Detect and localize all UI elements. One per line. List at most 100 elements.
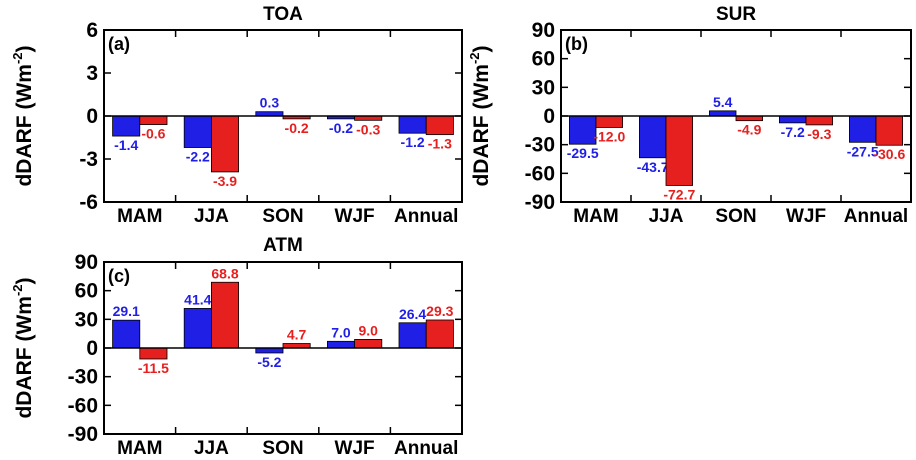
data-label: -2.2 [186,149,210,165]
data-label: -11.5 [138,360,169,376]
x-tick-label: JJA [194,206,229,227]
x-tick-label: MAM [573,206,618,227]
data-label: -0.3 [356,121,380,137]
bar-wjf-series-1 [779,115,807,124]
bar-mam-series-2 [139,115,168,125]
data-label: -43.7 [637,159,669,175]
data-label: -0.2 [329,120,353,136]
x-tick-label: MAM [117,206,162,227]
panel-letter: (b) [565,34,588,54]
y-tick-label: -30 [525,134,555,157]
x-tick-label: WJF [335,438,375,459]
data-label: -1.4 [114,137,138,153]
data-label: 0.3 [260,95,280,111]
y-tick-label: 60 [75,280,98,303]
data-label: -72.7 [663,186,695,202]
x-tick-label: Annual [394,206,458,227]
data-label: -1.3 [428,136,452,152]
data-label: 5.4 [713,94,733,110]
data-label: -9.3 [807,126,831,142]
bar-annual-series-1 [398,115,427,134]
y-tick-label: 90 [532,19,555,42]
x-tick-label: Annual [844,206,908,227]
y-tick-label: -3 [79,148,98,171]
data-label: 9.0 [358,322,378,338]
y-tick-label: 90 [75,251,98,274]
x-tick-label: SON [262,206,303,227]
data-label: -30.6 [873,146,905,162]
panel-letter: (c) [108,266,130,286]
data-label: -1.2 [401,134,425,150]
panel-title: SUR [716,4,756,25]
bar-annual-series-2 [425,319,454,349]
bar-jja-series-1 [183,308,212,349]
y-tick-label: 0 [86,105,98,128]
bar-mam-series-1 [112,319,141,349]
bar-mam-series-2 [139,347,168,360]
y-axis-label: dDARF (Wm-2) [10,277,36,418]
y-axis-label: dDARF (Wm-2) [467,45,493,186]
bar-jja-series-1 [183,115,212,148]
data-label: -12.0 [593,128,625,144]
data-label: -0.6 [141,126,165,142]
bar-wjf-series-2 [354,338,383,349]
chart-panel-atm: ATM (c) dDARF (Wm-2) -90 -60 -30 0 30 60 90 MAM 29.… [10,235,463,459]
x-tick-label: SON [262,438,303,459]
x-tick-label: WJF [335,206,375,227]
panel-title: TOA [263,4,303,25]
x-tick-label: Annual [394,438,458,459]
bar-jja-series-1 [639,115,667,159]
bar-jja-series-2 [210,115,240,173]
bar-jja-series-2 [210,281,240,349]
x-tick-label: SON [715,206,756,227]
y-tick-label: -60 [68,394,98,417]
y-tick-label: -90 [68,423,98,446]
chart-panel-sur: SUR (b) dDARF (Wm-2) -90 -60 -30 0 30 60 90 MAM -29… [467,4,912,227]
y-tick-label: 60 [532,48,555,71]
x-tick-label: WJF [786,206,826,227]
data-label: -4.9 [737,122,761,138]
y-tick-label: 3 [86,62,98,85]
data-label: 68.8 [211,265,238,281]
data-label: -5.2 [257,354,281,370]
y-tick-label: -6 [79,191,98,214]
data-label: -3.9 [213,173,237,189]
y-tick-label: -90 [525,191,555,214]
bar-mam-series-2 [595,115,624,128]
y-tick-label: 0 [543,105,555,128]
bar-mam-series-1 [112,115,141,137]
x-tick-label: JJA [194,438,229,459]
data-label: -0.2 [285,120,309,136]
y-tick-label: -30 [68,366,98,389]
bar-wjf-series-2 [805,115,834,126]
y-tick-label: 30 [75,308,98,331]
y-tick-label: 30 [532,76,555,99]
y-tick-label: 0 [86,337,98,360]
y-tick-label: -60 [525,162,555,185]
bar-mam-series-1 [569,115,597,145]
bar-annual-series-1 [398,322,427,349]
bar-annual-series-2 [875,115,904,146]
plot-frame [103,29,463,203]
plot-frame [560,29,912,203]
data-label: -27.5 [847,143,879,159]
data-label: -29.5 [567,145,599,161]
panel-letter: (a) [108,34,130,54]
bar-jja-series-2 [665,115,694,186]
chart-panel-toa: TOA (a) dDARF (Wm-2) -6 -3 0 3 6 MAM -1.4-0.6 JJA -… [10,4,463,227]
y-axis-label: dDARF (Wm-2) [10,45,36,186]
x-tick-label: MAM [117,438,162,459]
data-label: -7.2 [781,124,805,140]
plot-frame [103,261,463,435]
y-tick-label: 6 [86,19,98,42]
bar-annual-series-1 [849,115,877,143]
data-label: 29.3 [426,303,453,319]
bar-wjf-series-1 [326,340,355,349]
panel-title: ATM [263,235,303,256]
x-tick-label: JJA [649,206,684,227]
data-label: 41.4 [184,291,211,307]
bar-son-series-1 [709,110,737,117]
bar-annual-series-2 [425,115,454,136]
data-label: 4.7 [287,327,307,343]
